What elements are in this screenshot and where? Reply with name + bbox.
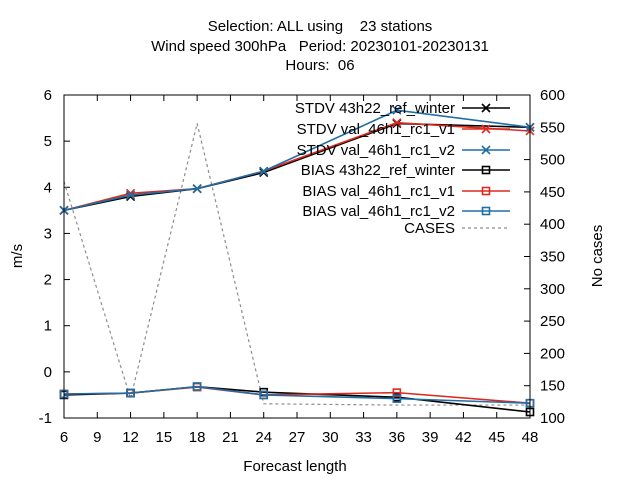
cross-marker [481, 145, 491, 155]
data-point [392, 118, 402, 128]
y-tick-label: 5 [44, 133, 52, 150]
x-axis-label: Forecast length [243, 458, 346, 475]
x-tick-label: 18 [189, 429, 206, 446]
y2-tick-label: 100 [540, 410, 565, 427]
x-tick-label: 36 [389, 429, 406, 446]
x-tick-label: 42 [455, 429, 472, 446]
data-point [259, 166, 269, 176]
y2-tick-label: 600 [540, 87, 565, 104]
x-tick-label: 24 [255, 429, 272, 446]
y2-tick-label: 250 [540, 313, 565, 330]
data-point [392, 105, 402, 115]
data-point [259, 390, 269, 400]
cross-marker [392, 105, 402, 115]
data-point [126, 388, 135, 398]
series-layer [59, 105, 535, 417]
cross-marker [481, 124, 491, 134]
cross-marker [481, 103, 491, 113]
y2-tick-label: 300 [540, 281, 565, 298]
y-tick-label: 6 [44, 87, 52, 104]
x-tick-label: 15 [156, 429, 173, 446]
legend-marker [481, 103, 491, 113]
y2-tick-label: 500 [540, 152, 565, 169]
legend-label: BIAS 43h22_ref_winter [301, 162, 455, 179]
chart-title-line-1: Selection: ALL using 23 stations [207, 18, 433, 35]
chart-title-line-2: Wind speed 300hPa Period: 20230101-20230… [151, 38, 489, 55]
y2-tick-label: 450 [540, 184, 565, 201]
data-point [192, 184, 202, 194]
y2-tick-label: 150 [540, 378, 565, 395]
x-tick-label: 6 [60, 429, 68, 446]
y-axis-label: m/s [9, 244, 26, 268]
series-3 [59, 382, 535, 417]
x-tick-label: 33 [355, 429, 372, 446]
x-tick-label: 21 [222, 429, 239, 446]
y2-tick-label: 550 [540, 119, 565, 136]
x-tick-label: 48 [522, 429, 539, 446]
cross-marker [192, 184, 202, 194]
legend-label: STDV 43h22_ref_winter [295, 100, 455, 117]
legend: STDV 43h22_ref_winter STDV val_46h1_rc1_v… [295, 100, 510, 237]
data-point [392, 394, 402, 403]
y-tick-label: -1 [39, 410, 52, 427]
y2-tick-label: 200 [540, 345, 565, 362]
legend-marker [481, 165, 491, 175]
plot-frame [63, 94, 531, 419]
series-line [63, 109, 531, 212]
x-tick-label: 39 [422, 429, 439, 446]
y2-axis-label: No cases [589, 225, 606, 288]
x-tick-label: 9 [93, 429, 101, 446]
data-point [192, 382, 202, 391]
legend-marker [481, 124, 491, 134]
tick-layer: 6 9 12 15 18 21 24 27 30 33 36 39 42 45 48-10123456100… [39, 87, 565, 446]
y-tick-label: 0 [44, 364, 52, 381]
y-tick-label: 2 [44, 272, 52, 289]
legend-label: BIAS val_46h1_rc1_v2 [302, 203, 455, 220]
series-line [63, 385, 531, 405]
legend-label: CASES [404, 220, 455, 237]
series-6 [63, 123, 530, 406]
legend-label: STDV val_46h1_rc1_v2 [297, 142, 455, 159]
x-tick-label: 45 [488, 429, 505, 446]
chart-title-line-3: Hours: 06 [285, 57, 355, 74]
x-tick-label: 27 [289, 429, 306, 446]
y-tick-label: 1 [44, 318, 52, 335]
legend-marker [481, 186, 491, 196]
data-point [126, 190, 136, 200]
x-tick-label: 12 [122, 429, 139, 446]
cross-marker [259, 166, 269, 176]
y-tick-label: 3 [44, 225, 52, 242]
data-point [392, 388, 402, 397]
y2-tick-label: 400 [540, 216, 565, 233]
legend-marker [481, 206, 491, 216]
cross-marker [126, 190, 136, 200]
x-tick-label: 30 [322, 429, 339, 446]
legend-label: BIAS val_46h1_rc1_v1 [302, 183, 455, 200]
legend-marker [481, 145, 491, 155]
legend-label: STDV val_46h1_rc1_v1 [297, 121, 455, 138]
series-line [63, 123, 530, 406]
cross-marker [392, 118, 402, 128]
y2-tick-label: 350 [540, 249, 565, 266]
y-tick-label: 4 [44, 179, 52, 196]
